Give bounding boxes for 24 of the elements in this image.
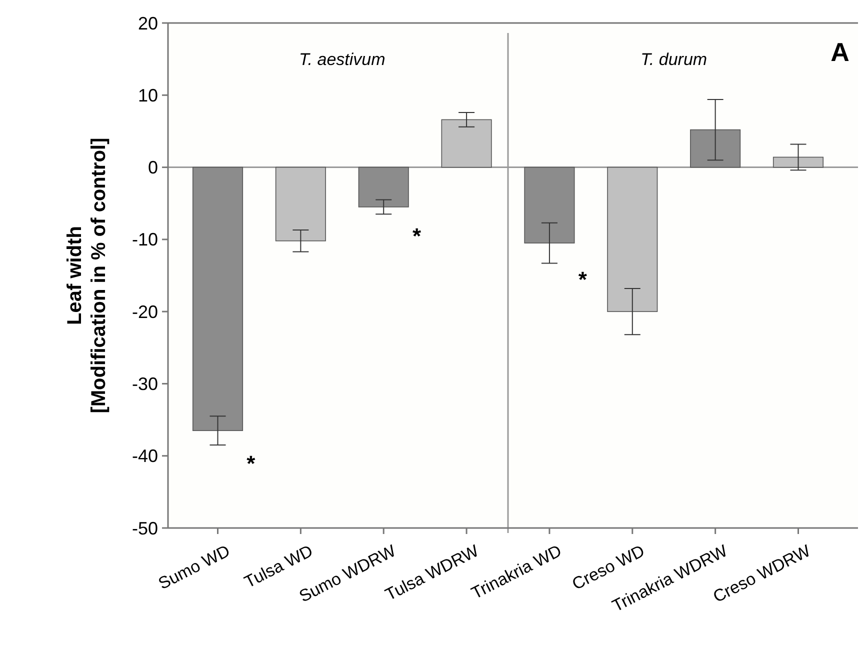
y-tick-label: -50: [132, 518, 158, 538]
y-tick-label: 20: [138, 13, 158, 34]
y-tick-label: 10: [138, 85, 158, 106]
y-tick-label: 0: [148, 158, 158, 178]
bar: [772, 156, 824, 168]
y-tick-label: -30: [132, 374, 158, 394]
annotation: T. aestivum: [299, 50, 386, 70]
bar: [192, 166, 244, 432]
y-tick-label: -20: [132, 302, 158, 322]
bar: [607, 166, 658, 312]
bar: [275, 166, 326, 242]
annotation: A: [830, 37, 850, 67]
y-axis-title: Leaf width [Modification in % of control]: [64, 138, 110, 414]
y-tick-label: -10: [132, 230, 158, 250]
bar: [441, 119, 492, 168]
x-tick-label: Sumo WD: [155, 541, 233, 594]
bar: [358, 166, 409, 208]
bar: [690, 129, 741, 168]
y-tick-label: -40: [132, 446, 158, 466]
annotation: T. durum: [640, 50, 708, 70]
bar: [524, 166, 575, 244]
annotation: *: [412, 224, 422, 249]
annotation: *: [246, 450, 256, 476]
annotation: *: [578, 266, 588, 292]
